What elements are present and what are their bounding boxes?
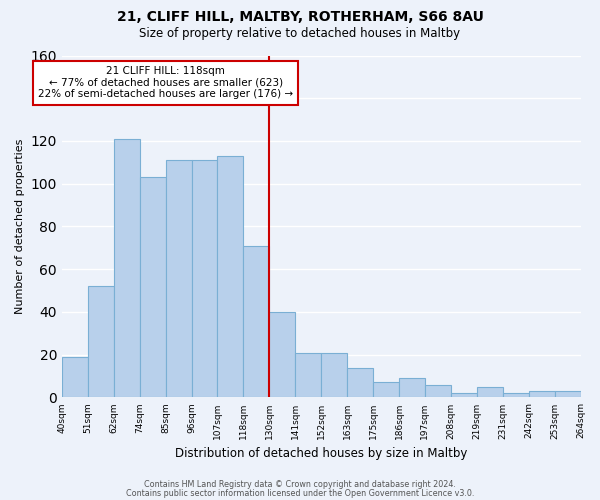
Bar	[373, 382, 399, 398]
Bar	[62, 357, 88, 398]
Bar	[477, 386, 503, 398]
Bar	[399, 378, 425, 398]
Text: Contains HM Land Registry data © Crown copyright and database right 2024.: Contains HM Land Registry data © Crown c…	[144, 480, 456, 489]
Bar	[166, 160, 191, 398]
Bar	[554, 391, 581, 398]
Bar	[140, 178, 166, 398]
Text: Contains public sector information licensed under the Open Government Licence v3: Contains public sector information licen…	[126, 488, 474, 498]
Bar	[269, 312, 295, 398]
Bar	[425, 384, 451, 398]
Text: 21, CLIFF HILL, MALTBY, ROTHERHAM, S66 8AU: 21, CLIFF HILL, MALTBY, ROTHERHAM, S66 8…	[116, 10, 484, 24]
Bar	[88, 286, 114, 398]
Text: 21 CLIFF HILL: 118sqm
← 77% of detached houses are smaller (623)
22% of semi-det: 21 CLIFF HILL: 118sqm ← 77% of detached …	[38, 66, 293, 100]
Bar	[114, 139, 140, 398]
Y-axis label: Number of detached properties: Number of detached properties	[15, 139, 25, 314]
Bar	[295, 352, 321, 398]
X-axis label: Distribution of detached houses by size in Maltby: Distribution of detached houses by size …	[175, 447, 467, 460]
Bar	[191, 160, 217, 398]
Bar	[529, 391, 554, 398]
Bar	[217, 156, 244, 398]
Text: Size of property relative to detached houses in Maltby: Size of property relative to detached ho…	[139, 28, 461, 40]
Bar	[321, 352, 347, 398]
Bar	[347, 368, 373, 398]
Bar	[451, 393, 477, 398]
Bar	[503, 393, 529, 398]
Bar	[244, 246, 269, 398]
